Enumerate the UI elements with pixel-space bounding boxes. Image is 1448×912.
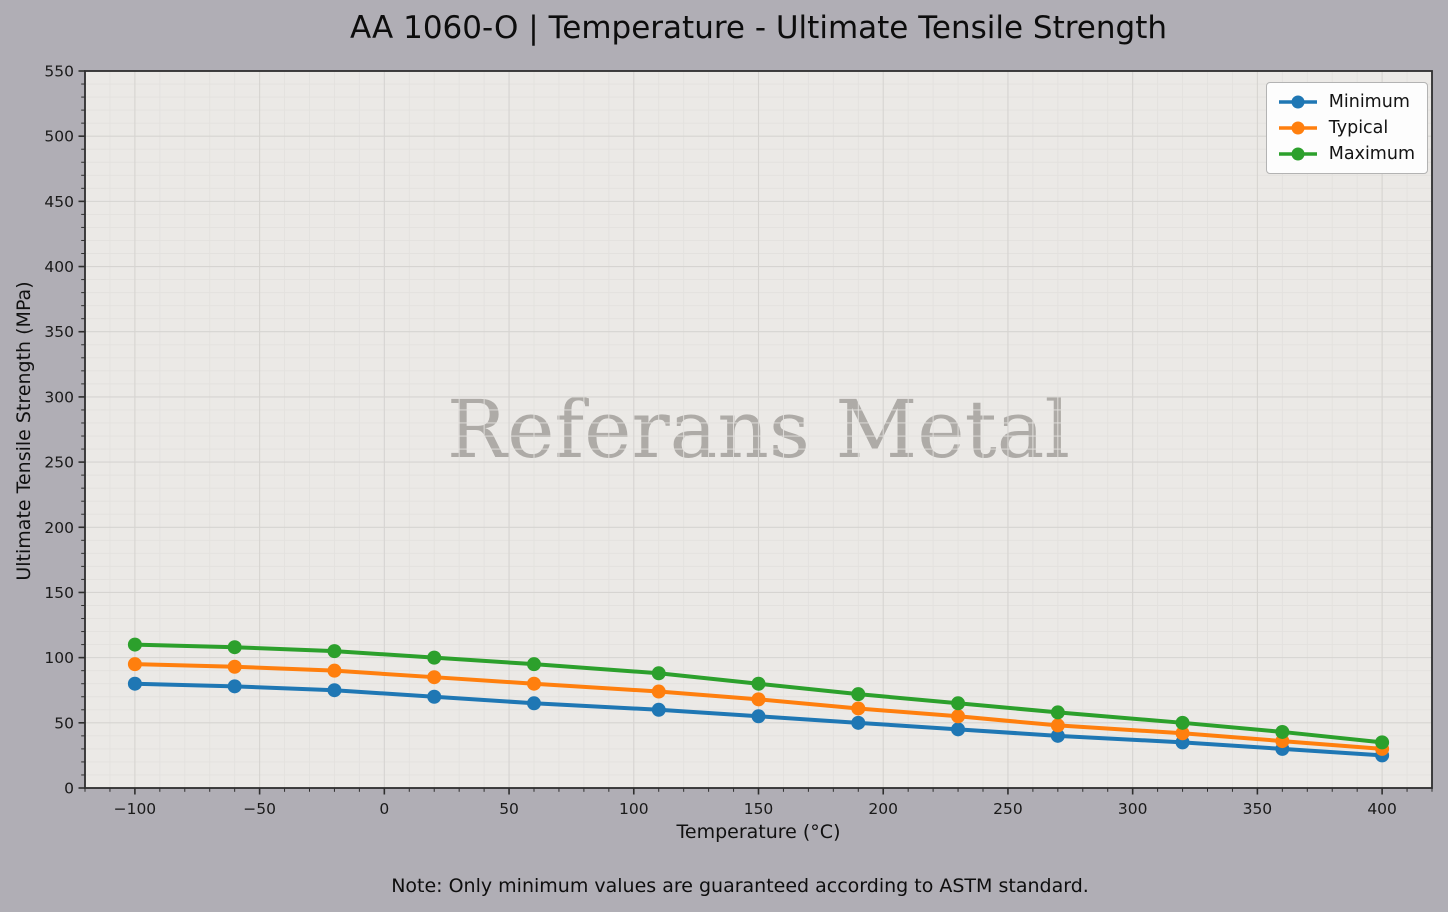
legend-label: Typical (1328, 118, 1389, 138)
svg-text:500: 500 (44, 128, 74, 146)
legend-line-sample-icon (1278, 95, 1317, 109)
legend-line-sample-icon (1278, 121, 1317, 135)
svg-text:200: 200 (44, 519, 74, 537)
legend-entry-minimum: Minimum (1277, 92, 1415, 112)
svg-text:350: 350 (1243, 800, 1273, 818)
svg-text:100: 100 (619, 800, 649, 818)
svg-text:200: 200 (868, 800, 898, 818)
legend-box: Minimum Typical Maximum (1265, 82, 1428, 174)
legend-label: Minimum (1328, 92, 1410, 112)
svg-text:250: 250 (44, 454, 74, 472)
legend-line-sample-icon (1278, 147, 1317, 161)
footnote: Note: Only minimum values are guaranteed… (391, 875, 1089, 897)
x-axis-label: Temperature (°C) (676, 821, 841, 843)
legend-entry-typical: Typical (1277, 118, 1415, 138)
svg-text:350: 350 (44, 323, 74, 341)
svg-text:50: 50 (54, 714, 74, 732)
y-axis-label: Ultimate Tensile Strength (MPa) (13, 281, 35, 581)
svg-text:250: 250 (993, 800, 1023, 818)
svg-text:100: 100 (44, 649, 74, 667)
svg-text:300: 300 (44, 388, 74, 406)
svg-text:0: 0 (64, 780, 74, 798)
chart-title: AA 1060-O | Temperature - Ultimate Tensi… (349, 10, 1168, 46)
svg-text:150: 150 (44, 584, 74, 602)
svg-text:−50: −50 (243, 800, 276, 818)
legend-label: Maximum (1328, 144, 1415, 164)
svg-text:400: 400 (44, 258, 74, 276)
svg-text:300: 300 (1118, 800, 1148, 818)
svg-text:550: 550 (44, 63, 74, 81)
legend-entry-maximum: Maximum (1277, 144, 1415, 164)
svg-text:450: 450 (44, 193, 74, 211)
svg-text:50: 50 (499, 800, 519, 818)
svg-text:0: 0 (379, 800, 389, 818)
svg-text:150: 150 (744, 800, 774, 818)
svg-text:400: 400 (1367, 800, 1397, 818)
svg-text:−100: −100 (114, 800, 157, 818)
